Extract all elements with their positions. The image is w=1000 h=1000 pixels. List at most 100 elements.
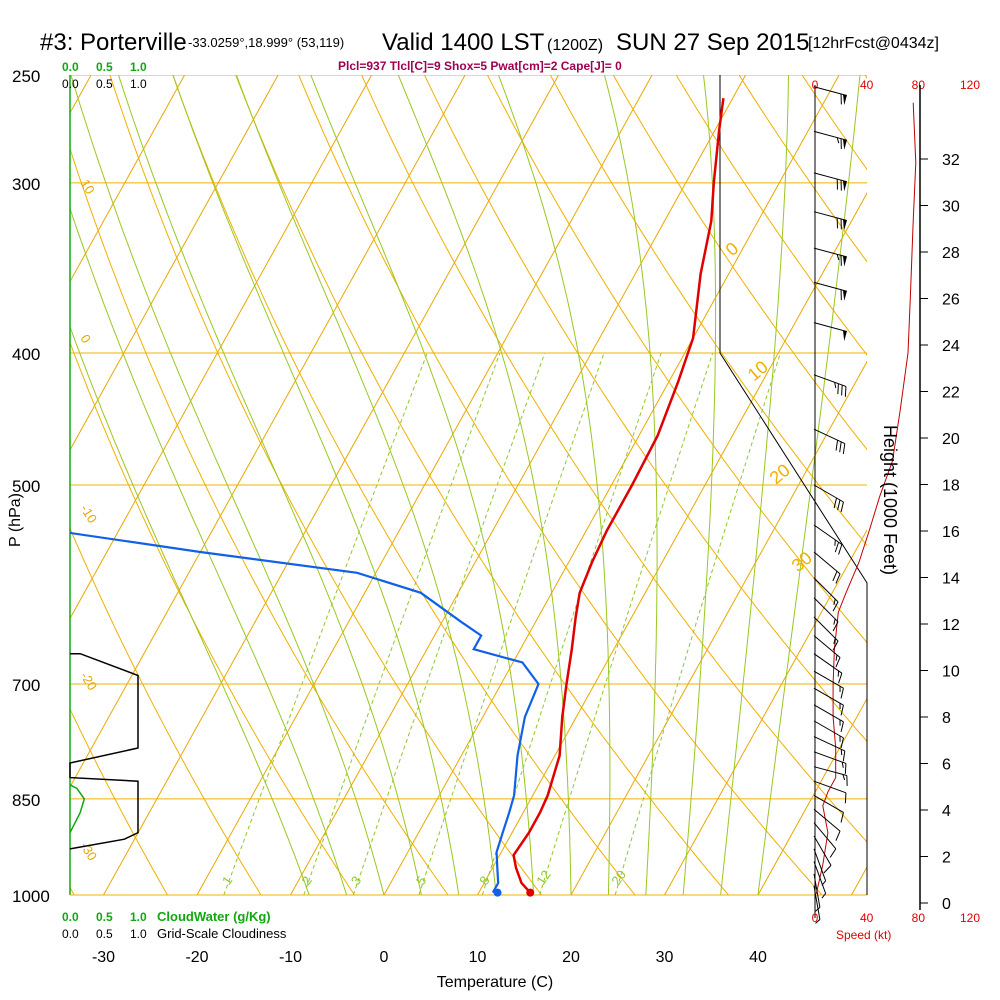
wind-barb: [813, 484, 844, 513]
isotherm: [70, 75, 279, 451]
temperature-tick-label: 40: [749, 949, 767, 966]
dry-adiabat: [172, 75, 636, 895]
plot-frame: [69, 75, 868, 896]
wind-barb: [813, 322, 847, 342]
dry-adiabat: [235, 75, 729, 895]
mixing-ratio-line: [418, 352, 605, 895]
cloudwater-profile: [69, 784, 86, 834]
wind-barb: [813, 211, 847, 231]
mixing-ratio-label: 5: [413, 873, 429, 888]
barb-feather: [835, 657, 841, 668]
cloudiness-profile: [69, 652, 139, 850]
barb-feather: [834, 542, 840, 553]
barb-feather: [840, 721, 844, 733]
wind-barb: [813, 374, 847, 397]
wind-barb: [813, 885, 821, 924]
barb-staff: [813, 736, 846, 752]
dry-adiabat-label: 30: [788, 548, 816, 576]
moist-adiabat: [172, 75, 460, 895]
barb-feather: [835, 440, 839, 451]
temperature-tick-label: 30: [656, 949, 674, 966]
barb-feather: [832, 601, 839, 612]
height-tick-label: 20: [942, 431, 960, 448]
wind-barbs: [813, 86, 848, 924]
height-tick-label: 26: [942, 292, 960, 309]
pressure-tick-label: 400: [12, 345, 40, 364]
barb-staff: [813, 484, 844, 503]
height-tick-label: 6: [942, 757, 951, 774]
barb-staff: [813, 653, 843, 674]
barb-staff: [813, 687, 844, 706]
plot-boundary: [719, 75, 868, 895]
speed-tick-bottom: 0: [812, 911, 819, 925]
wind-barb: [813, 670, 844, 699]
barb-feather: [835, 654, 838, 661]
x-axis-title: Temperature (C): [437, 974, 553, 991]
height-tick-label: 22: [942, 385, 960, 402]
speed-label: Speed (kt): [836, 928, 891, 942]
isotherm: [664, 529, 867, 895]
y-axis-title: P (hPa): [7, 493, 24, 547]
barb-feather: [835, 573, 841, 584]
pressure-tick-label: 300: [12, 175, 40, 194]
barb-staff: [813, 524, 843, 545]
cloudiness-tick-top: 0.5: [96, 77, 113, 91]
isotherm: [757, 697, 867, 895]
temperature-tick-label: 10: [469, 949, 487, 966]
barb-feather: [844, 386, 847, 397]
barb-staff: [813, 751, 847, 764]
barb-staff: [813, 720, 844, 739]
moist-adiabat: [70, 325, 310, 895]
surface-temperature-dot: [526, 888, 535, 897]
mixing-ratio-label: 1: [219, 873, 235, 888]
barb-feather: [840, 501, 844, 513]
mixing-ratio-line: [352, 352, 546, 895]
cloudiness-label: Grid-Scale Cloudiness: [157, 926, 287, 941]
dry-adiabat: [298, 75, 823, 895]
barb-feather: [844, 792, 847, 804]
barb-feather: [833, 497, 838, 509]
dry-adiabat: [991, 75, 1000, 895]
sounding-profiles: [70, 98, 725, 897]
dry-adiabat: [612, 75, 867, 451]
wind-barb: [813, 720, 844, 749]
barb-staff: [813, 885, 821, 920]
height-tick-label: 0: [942, 896, 951, 913]
moist-adiabat: [70, 75, 385, 895]
barb-staff: [813, 211, 847, 221]
mixing-ratio-label: 20: [608, 867, 629, 887]
wind-barb: [813, 751, 847, 774]
dry-adiabat-label: 0: [722, 238, 743, 260]
wind-barb: [813, 616, 839, 651]
moist-adiabat: [682, 75, 717, 895]
moist-adiabat: [397, 75, 572, 895]
barb-staff: [813, 635, 841, 658]
barb-feather: [840, 812, 844, 823]
valid-time: Valid 1400 LST: [382, 29, 545, 56]
dry-adiabat: [486, 75, 867, 644]
cloudwater-tick-bottom: 0.0: [62, 910, 79, 924]
cloudiness-tick-bottom: 0.0: [62, 927, 79, 941]
side-panels: 00404080801201200.00.00.50.51.01.00.00.0…: [62, 60, 980, 941]
wind-barb: [813, 247, 847, 267]
barb-pennant: [842, 330, 847, 342]
mixing-ratio-label: 2: [298, 873, 314, 888]
surface-dewpoint-dot: [493, 888, 502, 897]
wind-barb: [813, 172, 847, 192]
barb-feather: [841, 761, 844, 768]
height-tick-label: 8: [942, 710, 951, 727]
barb-staff: [813, 835, 832, 866]
isotherm: [70, 75, 186, 283]
barb-feather: [832, 621, 839, 632]
speed-tick-bottom: 80: [912, 911, 926, 925]
barb-staff: [813, 597, 839, 623]
temperature-tick-label: 20: [562, 949, 580, 966]
speed-tick-bottom: 40: [860, 911, 874, 925]
barb-feather: [834, 382, 837, 389]
wind-barb: [813, 766, 848, 786]
mixing-ratio-label: 8: [476, 873, 492, 888]
isotherm-label: -30: [77, 839, 100, 863]
barb-staff: [813, 848, 827, 882]
dry-adiabat-label: 10: [744, 357, 772, 385]
